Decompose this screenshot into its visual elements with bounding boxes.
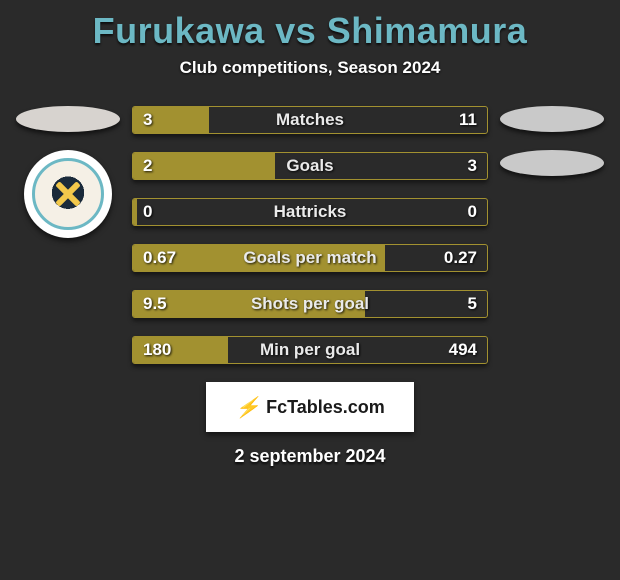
stat-left-value: 2 — [143, 156, 152, 176]
stat-label: Min per goal — [260, 340, 360, 360]
brand-icon: ⚡ — [235, 395, 260, 420]
brand-box: ⚡ FcTables.com — [206, 382, 414, 432]
stat-label: Goals — [286, 156, 333, 176]
left-team-logo-inner — [32, 158, 104, 230]
stat-left-value: 0.67 — [143, 248, 176, 268]
stat-right-value: 0.27 — [444, 248, 477, 268]
stat-label: Matches — [276, 110, 344, 130]
stat-bar-min-per-goal: 180 Min per goal 494 — [132, 336, 488, 364]
stats-column: 3 Matches 11 2 Goals 3 0 Hattricks 0 0.6… — [128, 106, 492, 364]
stat-bar-shots-per-goal: 9.5 Shots per goal 5 — [132, 290, 488, 318]
stat-label: Shots per goal — [251, 294, 369, 314]
stat-right-value: 3 — [468, 156, 477, 176]
stat-right-value: 5 — [468, 294, 477, 314]
stat-label: Hattricks — [274, 202, 347, 222]
infographic-root: Furukawa vs Shimamura Club competitions,… — [0, 0, 620, 467]
stat-right-value: 494 — [449, 340, 477, 360]
stat-right-value: 11 — [459, 110, 477, 130]
left-team-logo — [24, 150, 112, 238]
stat-left-value: 0 — [143, 202, 152, 222]
main-row: 3 Matches 11 2 Goals 3 0 Hattricks 0 0.6… — [0, 106, 620, 364]
stat-bar-goals: 2 Goals 3 — [132, 152, 488, 180]
stat-bar-hattricks: 0 Hattricks 0 — [132, 198, 488, 226]
stat-label: Goals per match — [243, 248, 376, 268]
stat-fill — [133, 199, 137, 225]
brand-text: FcTables.com — [266, 397, 385, 418]
right-team-ellipse — [500, 150, 604, 176]
page-title: Furukawa vs Shimamura — [0, 10, 620, 52]
left-column — [8, 106, 128, 238]
stat-bar-matches: 3 Matches 11 — [132, 106, 488, 134]
stat-fill — [133, 153, 275, 179]
stat-left-value: 9.5 — [143, 294, 167, 314]
footer-date: 2 september 2024 — [0, 446, 620, 467]
page-subtitle: Club competitions, Season 2024 — [0, 58, 620, 78]
stat-left-value: 180 — [143, 340, 171, 360]
right-column — [492, 106, 612, 176]
right-team-ellipse — [500, 106, 604, 132]
stat-left-value: 3 — [143, 110, 152, 130]
left-team-ellipse — [16, 106, 120, 132]
stat-bar-goals-per-match: 0.67 Goals per match 0.27 — [132, 244, 488, 272]
stat-right-value: 0 — [468, 202, 477, 222]
